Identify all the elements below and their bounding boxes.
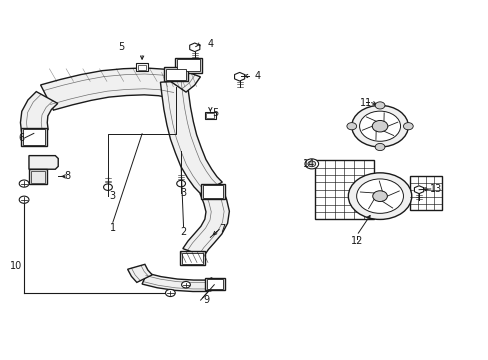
Circle shape [403,123,412,130]
Bar [138,64,146,69]
Bar [136,63,148,71]
Bar [177,59,200,71]
Text: 9: 9 [203,295,209,305]
Circle shape [19,180,29,187]
Circle shape [19,196,29,203]
Bar [23,129,44,145]
Text: 2: 2 [180,227,186,237]
Circle shape [165,289,175,297]
Text: 4: 4 [254,71,260,81]
Bar [206,113,214,118]
Text: 5: 5 [212,108,218,118]
Circle shape [103,184,112,190]
Circle shape [346,123,356,130]
Text: 5: 5 [118,42,124,52]
Polygon shape [127,264,152,282]
Text: 7: 7 [219,225,225,234]
Polygon shape [413,186,423,194]
Circle shape [356,179,403,213]
Bar [205,278,224,290]
Bar [180,251,204,265]
Polygon shape [41,68,181,110]
Polygon shape [160,81,222,194]
Circle shape [351,105,407,147]
Text: 11: 11 [360,98,372,108]
Text: 6: 6 [18,133,24,143]
Bar [163,67,188,81]
Circle shape [347,173,411,220]
Text: 12: 12 [350,236,362,246]
Circle shape [359,111,400,141]
Polygon shape [20,91,58,131]
Bar [203,185,222,198]
Polygon shape [29,169,47,184]
Text: 8: 8 [64,171,70,181]
Bar [207,279,223,289]
Polygon shape [142,273,224,292]
Circle shape [305,159,318,169]
Text: 1: 1 [110,224,116,233]
Bar [409,176,441,211]
Circle shape [372,191,386,202]
Polygon shape [189,43,200,51]
Bar [21,128,46,146]
Text: 10: 10 [9,261,21,271]
Circle shape [176,180,185,187]
Text: 3: 3 [180,188,186,198]
Circle shape [374,143,384,150]
Bar [201,184,224,199]
Bar [182,253,202,264]
Bar [175,58,202,73]
Text: 13: 13 [429,184,441,194]
Bar [31,171,44,183]
Polygon shape [234,72,244,81]
Circle shape [307,161,315,167]
Polygon shape [183,189,229,256]
Bar [165,69,186,80]
Bar [315,160,373,220]
Circle shape [371,121,387,132]
Polygon shape [166,68,200,92]
Bar [204,112,215,119]
Text: 4: 4 [207,40,214,49]
Circle shape [374,102,384,109]
Text: 14: 14 [302,159,314,169]
Polygon shape [29,156,58,169]
Text: 3: 3 [110,191,116,201]
Circle shape [181,282,190,288]
